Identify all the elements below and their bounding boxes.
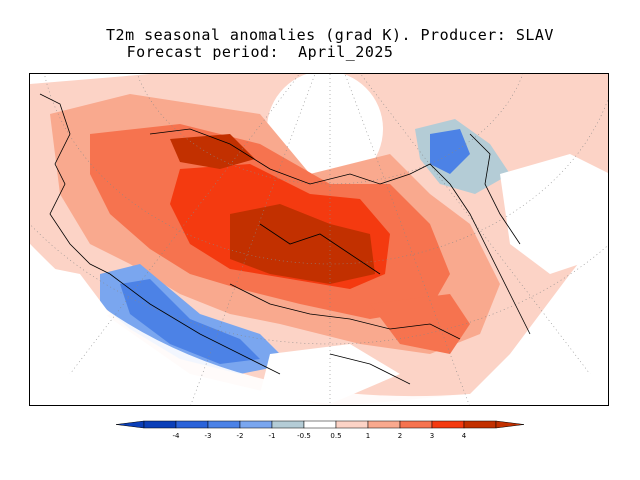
colorbar-tick-label: 2 — [398, 432, 402, 440]
anomaly-field-cold-northeast-core — [430, 129, 470, 174]
colorbar: -4 -3 -2 -1 -0.5 0.5 1 2 3 4 — [114, 418, 526, 448]
colorbar-bin — [335, 420, 369, 429]
anomaly-field-extreme-north — [170, 134, 255, 169]
colorbar-high-arrow — [495, 420, 525, 429]
colorbar-tick-label: 0.5 — [330, 432, 341, 440]
colorbar-bin — [143, 420, 177, 429]
colorbar-bin — [303, 420, 337, 429]
colorbar-tick-label: 3 — [430, 432, 434, 440]
colorbar-tick-label: 4 — [462, 432, 467, 440]
colorbar-tick-label: -1 — [269, 432, 276, 440]
colorbar-bin — [367, 420, 401, 429]
graticule — [30, 74, 608, 405]
colorbar-bin — [239, 420, 273, 429]
projection-mask-bottom — [30, 244, 608, 405]
colorbar-tick-label: -2 — [237, 432, 244, 440]
map-title: T2m seasonal anomalies (grad K). Produce… — [106, 26, 554, 44]
coastlines — [39, 93, 531, 385]
colorbar-bin — [207, 420, 241, 429]
colorbar-tick-label: 1 — [366, 432, 370, 440]
colorbar-tick-label: -4 — [173, 432, 181, 440]
colorbar-bin — [431, 420, 465, 429]
colorbar-bin — [399, 420, 433, 429]
anomaly-map — [29, 73, 609, 406]
anomaly-field-cold-core — [120, 279, 260, 364]
forecast-period: Forecast period: April_2025 — [126, 43, 394, 61]
colorbar-bin — [175, 420, 209, 429]
colorbar-bin — [463, 420, 497, 429]
colorbar-tick-label: -0.5 — [297, 432, 311, 440]
colorbar-low-arrow — [115, 420, 145, 429]
colorbar-tick-label: -3 — [205, 432, 212, 440]
anomaly-field-3k-southeast — [370, 294, 470, 354]
anomaly-field-neutral-east — [500, 154, 608, 274]
colorbar-bin — [271, 420, 305, 429]
